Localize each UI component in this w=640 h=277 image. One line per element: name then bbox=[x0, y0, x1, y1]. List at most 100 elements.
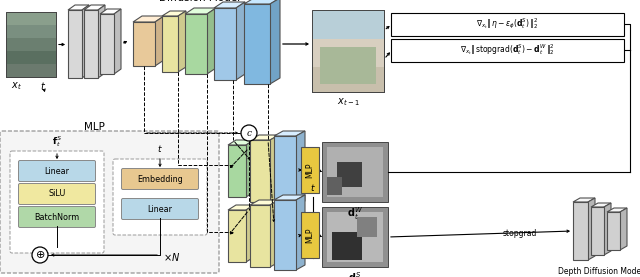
Polygon shape bbox=[270, 135, 279, 202]
FancyBboxPatch shape bbox=[390, 12, 623, 35]
Polygon shape bbox=[270, 0, 280, 84]
Text: BatchNorm: BatchNorm bbox=[35, 212, 79, 222]
FancyBboxPatch shape bbox=[337, 162, 362, 187]
Text: c: c bbox=[246, 129, 252, 137]
Polygon shape bbox=[133, 16, 164, 22]
Polygon shape bbox=[296, 195, 305, 270]
FancyBboxPatch shape bbox=[312, 10, 384, 92]
Polygon shape bbox=[274, 131, 305, 136]
Text: stopgrad: stopgrad bbox=[503, 230, 538, 238]
Polygon shape bbox=[573, 202, 588, 260]
Polygon shape bbox=[244, 0, 280, 4]
Polygon shape bbox=[588, 198, 595, 260]
Polygon shape bbox=[591, 203, 611, 207]
Text: $\oplus$: $\oplus$ bbox=[35, 250, 45, 260]
Polygon shape bbox=[84, 5, 105, 10]
Text: $\times N$: $\times N$ bbox=[163, 251, 180, 263]
Polygon shape bbox=[84, 10, 98, 78]
FancyBboxPatch shape bbox=[10, 151, 104, 253]
Polygon shape bbox=[82, 5, 89, 78]
FancyBboxPatch shape bbox=[301, 147, 319, 193]
Polygon shape bbox=[228, 205, 254, 210]
FancyBboxPatch shape bbox=[6, 38, 56, 51]
Text: $\mathbf{f}_t^S$: $\mathbf{f}_t^S$ bbox=[52, 134, 62, 149]
Polygon shape bbox=[155, 16, 164, 66]
Polygon shape bbox=[98, 5, 105, 78]
Text: MLP: MLP bbox=[305, 162, 314, 178]
Text: $t$: $t$ bbox=[310, 182, 316, 193]
Polygon shape bbox=[236, 2, 245, 80]
FancyBboxPatch shape bbox=[6, 12, 56, 77]
Polygon shape bbox=[68, 10, 82, 78]
Polygon shape bbox=[246, 205, 254, 262]
Text: $\nabla_{x_t}\|\, \mathrm{stopgrad}(\mathbf{d}_t^S) - \mathbf{d}_t^W \,\|_2^2$: $\nabla_{x_t}\|\, \mathrm{stopgrad}(\mat… bbox=[460, 43, 554, 57]
Polygon shape bbox=[228, 140, 254, 145]
Polygon shape bbox=[274, 195, 305, 200]
FancyBboxPatch shape bbox=[113, 159, 207, 235]
Polygon shape bbox=[100, 9, 121, 14]
Polygon shape bbox=[250, 205, 270, 267]
Polygon shape bbox=[185, 8, 216, 14]
Polygon shape bbox=[250, 200, 279, 205]
Text: Diffusion Model: Diffusion Model bbox=[159, 0, 241, 3]
FancyBboxPatch shape bbox=[322, 207, 388, 267]
Polygon shape bbox=[185, 14, 207, 74]
Polygon shape bbox=[591, 207, 604, 255]
FancyBboxPatch shape bbox=[332, 232, 362, 260]
Text: $\mathbf{d}_t^W$: $\mathbf{d}_t^W$ bbox=[347, 205, 363, 222]
Polygon shape bbox=[214, 2, 245, 8]
FancyBboxPatch shape bbox=[320, 47, 376, 84]
Text: MLP: MLP bbox=[84, 122, 105, 132]
Polygon shape bbox=[228, 210, 246, 262]
FancyBboxPatch shape bbox=[6, 25, 56, 38]
Polygon shape bbox=[100, 14, 114, 74]
Circle shape bbox=[241, 125, 257, 141]
FancyBboxPatch shape bbox=[122, 168, 198, 189]
Polygon shape bbox=[604, 203, 611, 255]
Text: SiLU: SiLU bbox=[48, 189, 66, 199]
FancyBboxPatch shape bbox=[0, 131, 219, 273]
FancyBboxPatch shape bbox=[19, 183, 95, 204]
FancyBboxPatch shape bbox=[327, 212, 383, 262]
FancyBboxPatch shape bbox=[312, 10, 384, 39]
Text: Depth Diffusion Model: Depth Diffusion Model bbox=[558, 267, 640, 276]
FancyBboxPatch shape bbox=[122, 199, 198, 219]
FancyBboxPatch shape bbox=[312, 39, 384, 67]
FancyBboxPatch shape bbox=[357, 217, 377, 237]
Polygon shape bbox=[214, 8, 236, 80]
Text: $x_t$: $x_t$ bbox=[11, 80, 21, 92]
Polygon shape bbox=[250, 140, 270, 202]
Polygon shape bbox=[114, 9, 121, 74]
Polygon shape bbox=[250, 135, 279, 140]
Text: $x_{t-1}$: $x_{t-1}$ bbox=[337, 96, 359, 108]
Polygon shape bbox=[607, 208, 627, 212]
Polygon shape bbox=[620, 208, 627, 250]
Polygon shape bbox=[270, 200, 279, 267]
Polygon shape bbox=[296, 131, 305, 206]
Polygon shape bbox=[68, 5, 89, 10]
Polygon shape bbox=[274, 136, 296, 206]
Text: Linear: Linear bbox=[147, 204, 173, 214]
Text: Linear: Linear bbox=[45, 166, 70, 176]
Text: MLP: MLP bbox=[305, 227, 314, 243]
FancyBboxPatch shape bbox=[322, 142, 388, 202]
Text: $t$: $t$ bbox=[40, 80, 47, 92]
Text: Embedding: Embedding bbox=[137, 175, 183, 183]
FancyBboxPatch shape bbox=[327, 147, 383, 197]
Polygon shape bbox=[207, 8, 216, 74]
FancyBboxPatch shape bbox=[301, 212, 319, 258]
Circle shape bbox=[32, 247, 48, 263]
Polygon shape bbox=[133, 22, 155, 66]
Polygon shape bbox=[178, 11, 186, 72]
Polygon shape bbox=[162, 16, 178, 72]
Polygon shape bbox=[607, 212, 620, 250]
FancyBboxPatch shape bbox=[19, 160, 95, 181]
Polygon shape bbox=[246, 140, 254, 197]
FancyBboxPatch shape bbox=[6, 64, 56, 77]
Polygon shape bbox=[573, 198, 595, 202]
FancyBboxPatch shape bbox=[19, 206, 95, 227]
FancyBboxPatch shape bbox=[6, 51, 56, 64]
FancyBboxPatch shape bbox=[327, 177, 342, 195]
Text: $t$: $t$ bbox=[157, 143, 163, 154]
Polygon shape bbox=[228, 145, 246, 197]
